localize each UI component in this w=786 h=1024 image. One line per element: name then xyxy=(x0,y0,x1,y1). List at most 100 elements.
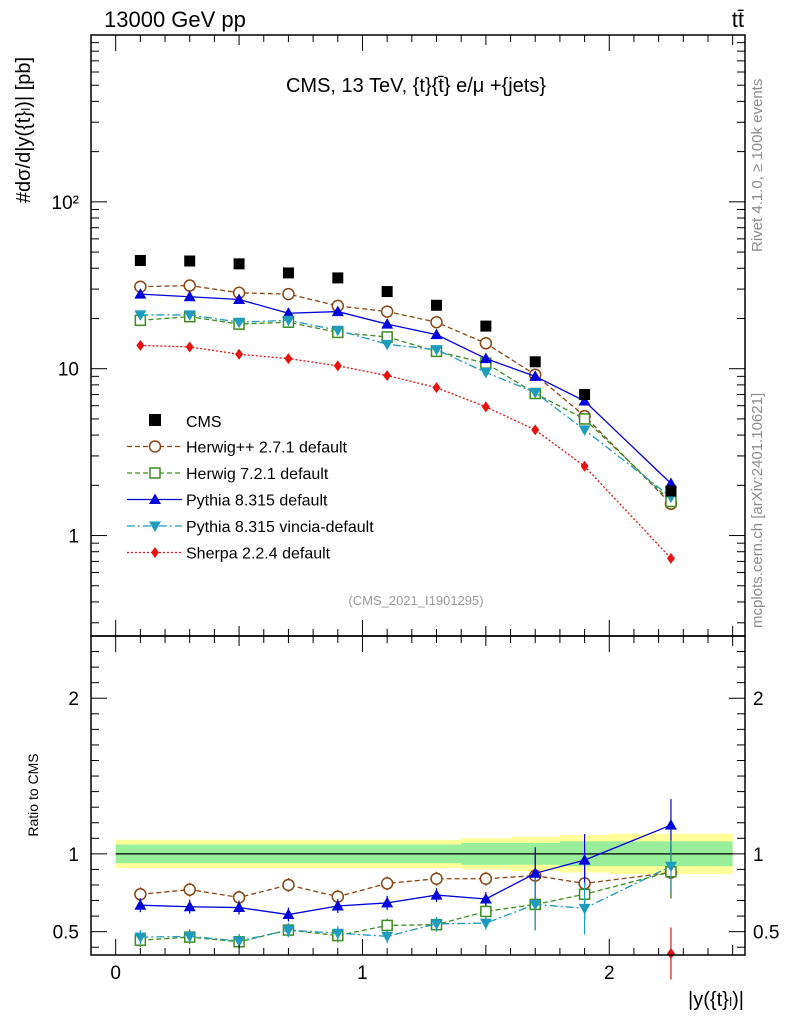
main-point-series-3-1 xyxy=(183,310,196,321)
data-point-cms-8 xyxy=(529,356,541,368)
ratio-ytick-label-right: 1 xyxy=(753,845,764,866)
ratio-point-series-2-9 xyxy=(578,854,591,865)
main-point-series-4-7 xyxy=(481,401,490,413)
ratio-point-series-3-10 xyxy=(664,861,677,873)
xtick-label: 0 xyxy=(110,963,121,984)
main-point-series-3-8 xyxy=(529,388,542,399)
main-point-series-2-8 xyxy=(529,370,542,381)
legend-label-series-4: Sherpa 2.2.4 default xyxy=(186,546,331,563)
data-point-cms-1 xyxy=(184,255,196,267)
main-point-series-4-10 xyxy=(666,552,675,564)
main-point-series-3-6 xyxy=(430,345,443,356)
ratio-bands xyxy=(115,833,733,875)
ratio-point-series-3-6 xyxy=(430,919,443,930)
ratio-point-series-2-2 xyxy=(233,901,246,913)
ratio-point-series-2-8 xyxy=(529,867,542,878)
legend-label-series-3: Pythia 8.315 vincia-default xyxy=(186,519,374,536)
legend-label-series-2: Pythia 8.315 default xyxy=(186,493,328,510)
ratio-point-series-1-5 xyxy=(381,919,393,932)
main-point-series-4-2 xyxy=(235,348,244,360)
main-point-series-3-7 xyxy=(479,367,492,379)
header-left-label: 13000 GeV pp xyxy=(104,7,246,32)
ratio-point-series-0-1 xyxy=(183,883,196,896)
main-point-series-2-9 xyxy=(578,395,591,406)
ratio-panel-frame xyxy=(90,635,746,956)
main-point-series-2-10 xyxy=(664,477,677,489)
main-point-series-3-9 xyxy=(578,425,591,436)
ratio-ytick-label-left: 2 xyxy=(68,689,79,710)
main-line-series-3 xyxy=(140,314,672,498)
main-point-series-4-1 xyxy=(185,341,194,353)
main-point-series-2-4 xyxy=(331,305,344,317)
xtick-label: 2 xyxy=(604,963,615,984)
main-point-series-4-6 xyxy=(432,382,441,394)
axes-frames xyxy=(90,34,746,956)
x-axis-label: |y({t}ₗ)| xyxy=(688,989,744,1011)
ratio-point-series-3-7 xyxy=(479,918,492,930)
ratio-point-series-0-6 xyxy=(430,872,443,886)
ratio-point-series-0-0 xyxy=(134,888,147,901)
main-point-series-3-3 xyxy=(282,315,295,327)
xtick-label: 1 xyxy=(357,963,368,984)
main-panel-series xyxy=(134,255,678,564)
legend: CMS Herwig++ 2.7.1 default Herwig 7.2.1 de… xyxy=(127,414,374,563)
main-point-series-4-5 xyxy=(383,370,392,382)
ratio-line-series-3 xyxy=(140,865,672,942)
legend-marker-series-3 xyxy=(149,521,161,532)
rivet-watermark: Rivet 4.1.0, ≥ 100k events xyxy=(749,79,766,252)
main-point-series-3-4 xyxy=(331,325,344,337)
main-point-series-3-0 xyxy=(134,310,147,321)
main-point-series-4-4 xyxy=(333,360,342,372)
ratio-point-series-2-7 xyxy=(479,892,492,904)
analysis-label: (CMS_2021_I1901295) xyxy=(348,593,483,608)
main-point-series-2-5 xyxy=(381,318,394,329)
main-point-series-2-6 xyxy=(430,328,443,340)
ratio-ytick-label-left: 1 xyxy=(68,845,79,866)
data-point-cms-2 xyxy=(233,258,245,270)
ratio-point-series-0-3 xyxy=(282,878,295,892)
main-point-series-4-9 xyxy=(580,460,589,472)
ratio-y-axis-label: Ratio to CMS xyxy=(25,753,41,836)
ratio-line-series-0 xyxy=(140,871,672,899)
y-axis-label: #dσ/d|y({t}ₗ)| [pb] xyxy=(13,57,35,203)
legend-marker-cms xyxy=(149,414,161,426)
legend-label-series-0: Herwig++ 2.7.1 default xyxy=(186,440,348,457)
main-point-series-4-8 xyxy=(531,424,540,436)
ratio-ytick-label-right: 2 xyxy=(753,689,764,710)
ratio-point-series-1-7 xyxy=(480,905,492,918)
ratio-point-series-0-7 xyxy=(479,872,493,886)
data-point-cms-5 xyxy=(381,286,393,298)
main-point-series-0-7 xyxy=(479,337,493,350)
legend-marker-series-4 xyxy=(151,547,159,558)
data-point-cms-9 xyxy=(579,389,591,401)
data-point-cms-4 xyxy=(332,272,344,284)
main-point-series-4-0 xyxy=(136,339,145,351)
main-point-series-2-7 xyxy=(479,352,492,364)
main-point-series-3-2 xyxy=(233,317,246,329)
ratio-point-series-3-1 xyxy=(183,931,196,943)
data-point-cms-10 xyxy=(665,485,677,497)
ratio-point-series-2-3 xyxy=(282,908,295,920)
main-point-series-2-2 xyxy=(233,293,246,304)
ratio-point-series-2-5 xyxy=(381,896,394,908)
data-point-cms-3 xyxy=(282,267,294,279)
ratio-ytick-label-right: 0.5 xyxy=(753,923,779,944)
main-ytick-label: 10² xyxy=(52,193,79,214)
ratio-panel-series xyxy=(134,799,678,980)
main-ytick-label: 1 xyxy=(68,527,79,548)
ratio-point-series-3-8 xyxy=(529,899,542,911)
ratio-point-series-2-0 xyxy=(134,899,147,910)
header-process-label: tt̄ xyxy=(732,7,744,32)
data-point-cms-6 xyxy=(431,299,443,311)
main-point-series-1-9 xyxy=(578,413,591,425)
axis-ticks: 1 10 10² 0.5 0.5 1 1 2 2 0 1 2 xyxy=(52,34,779,984)
main-point-series-2-3 xyxy=(282,307,295,318)
legend-label-cms: CMS xyxy=(186,414,222,431)
mcplots-watermark: mcplots.cern.ch [arXiv:2401.10621] xyxy=(749,393,766,628)
data-point-cms-7 xyxy=(480,320,492,332)
chart-title: CMS, 13 TeV, {t}{t̄} e/μ +{jets} xyxy=(286,75,546,97)
legend-label-series-1: Herwig 7.2.1 default xyxy=(186,466,329,483)
main-point-series-4-3 xyxy=(284,353,293,365)
main-point-series-0-1 xyxy=(183,279,196,292)
main-point-series-2-0 xyxy=(134,288,147,299)
